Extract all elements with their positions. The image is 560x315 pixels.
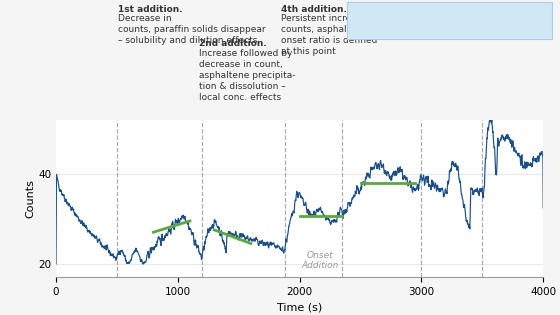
Text: Increase followed by
decrease in count,
asphaltene precipita-
tion & dissolution: Increase followed by decrease in count, … bbox=[199, 49, 295, 102]
Text: Persistent increase in
counts, asphaltene
onset ratio is defined
at this point: Persistent increase in counts, asphalten… bbox=[281, 14, 379, 56]
Text: 4th addition.: 4th addition. bbox=[281, 5, 347, 14]
Y-axis label: Counts: Counts bbox=[25, 179, 35, 218]
Text: 2nd addition.: 2nd addition. bbox=[199, 39, 267, 49]
Text: 1st addition.: 1st addition. bbox=[118, 5, 182, 14]
Text: crude: crude bbox=[489, 8, 515, 17]
Text: n: n bbox=[452, 8, 458, 17]
Text: R: R bbox=[356, 13, 365, 26]
Text: = 0.5ml: = 0.5ml bbox=[395, 13, 452, 26]
X-axis label: Time (s): Time (s) bbox=[277, 302, 322, 312]
Text: Onset
Addition: Onset Addition bbox=[302, 251, 339, 271]
Text: Decrease in
counts, paraffin solids disappear
– solubility and dilution effects: Decrease in counts, paraffin solids disa… bbox=[118, 14, 265, 45]
Text: onset: onset bbox=[368, 22, 393, 31]
Text: -C7/g: -C7/g bbox=[459, 13, 494, 26]
Text: oil: oil bbox=[516, 13, 536, 26]
